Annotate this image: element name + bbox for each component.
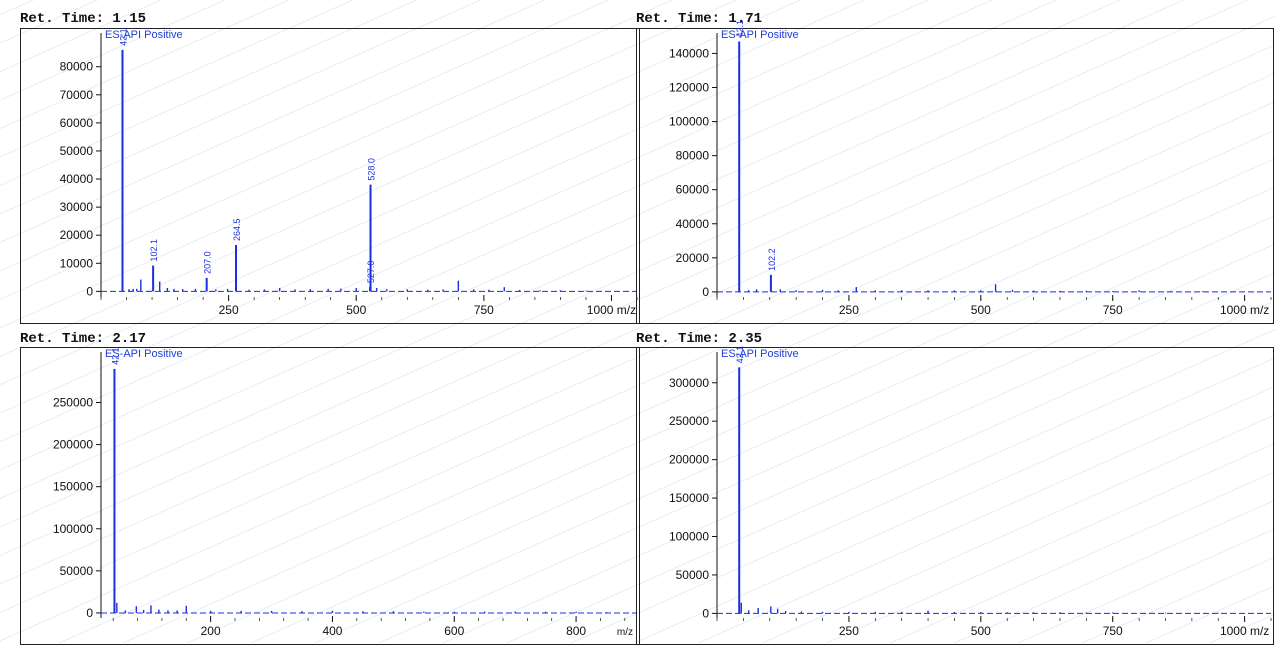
y-tick-label: 80000 bbox=[676, 149, 710, 163]
x-tick-label: 600 bbox=[444, 624, 464, 638]
y-tick-label: 10000 bbox=[60, 256, 94, 270]
y-tick-label: 50000 bbox=[676, 568, 710, 582]
retention-time-label: Ret. Time: 2.35 bbox=[636, 331, 763, 347]
x-tick-label: 500 bbox=[971, 303, 991, 317]
y-tick-label: 20000 bbox=[60, 228, 94, 242]
peak-label: 42.1 bbox=[735, 20, 745, 38]
plot-frame: ES-API Positive 0 20000 40000 60000 80000 100… bbox=[636, 20, 1274, 324]
y-tick-label: 40000 bbox=[60, 172, 94, 186]
peak-label: 42.1 bbox=[118, 28, 128, 46]
plot-frame: ES-API Positive 0 50000 100000 150000 200000… bbox=[636, 346, 1274, 645]
retention-time-label: Ret. Time: 1.71 bbox=[636, 11, 763, 27]
ion-mode-label: ES-API Positive bbox=[721, 29, 799, 41]
y-tick-label: 50000 bbox=[60, 564, 94, 578]
x-tick-label: 400 bbox=[322, 624, 342, 638]
y-tick-label: 70000 bbox=[60, 88, 94, 102]
peak-label: 42.1 bbox=[735, 346, 745, 364]
x-tick-label: 750 bbox=[474, 303, 494, 317]
y-tick-label: 30000 bbox=[60, 200, 94, 214]
retention-time-label: Ret. Time: 2.17 bbox=[20, 331, 147, 347]
y-tick-label: 20000 bbox=[676, 251, 710, 265]
y-tick-label: 250000 bbox=[669, 414, 709, 428]
plot-frame: ES-API Positive 0 10000 20000 30000 40000 500… bbox=[20, 28, 640, 324]
mass-spectrum-plot: 0 10000 20000 30000 40000 50000 60000 70000 8000… bbox=[60, 28, 638, 317]
y-tick-label: 120000 bbox=[669, 81, 709, 95]
y-tick-label: 140000 bbox=[669, 46, 709, 60]
y-tick-label: 200000 bbox=[53, 438, 93, 452]
x-tick-label: 250 bbox=[219, 303, 239, 317]
y-tick-label: 300000 bbox=[669, 376, 709, 390]
mass-spectrum-plot: 0 50000 100000 150000 200000 250000 200 400 600 8… bbox=[53, 347, 637, 638]
peak-label: 207.0 bbox=[203, 251, 213, 274]
y-tick-label: 40000 bbox=[676, 217, 710, 231]
x-tick-label: 800 bbox=[566, 624, 586, 638]
ion-mode-label: ES-API Positive bbox=[105, 29, 183, 41]
y-tick-label: 60000 bbox=[60, 116, 94, 130]
x-tick-label: 250 bbox=[839, 303, 859, 317]
ion-mode-label: ES-API Positive bbox=[721, 348, 799, 360]
x-tick-label: 1000 m/z bbox=[1220, 303, 1269, 317]
x-tick-label: 500 bbox=[971, 624, 991, 638]
y-tick-label: 0 bbox=[86, 284, 93, 298]
y-tick-label: 60000 bbox=[676, 183, 710, 197]
peak-label: 102.1 bbox=[149, 239, 159, 262]
x-tick-label: 750 bbox=[1103, 303, 1123, 317]
x-tick-label: 1000 m/z bbox=[587, 303, 636, 317]
y-tick-label: 100000 bbox=[669, 115, 709, 129]
spectrum-panel-2: Ret. Time: 1.71 ES-API Positive 0 20000 40… bbox=[636, 0, 1274, 324]
spectrum-panel-3: Ret. Time: 2.17 ES-API Positive 0 50000 10… bbox=[0, 322, 640, 645]
y-tick-label: 80000 bbox=[60, 60, 94, 74]
y-tick-label: 150000 bbox=[53, 480, 93, 494]
mass-spectrum-plot: 0 20000 40000 60000 80000 100000 120000 140000 2… bbox=[669, 20, 1272, 317]
y-tick-label: 150000 bbox=[669, 491, 709, 505]
y-tick-label: 0 bbox=[702, 285, 709, 299]
y-tick-label: 100000 bbox=[53, 522, 93, 536]
retention-time-label: Ret. Time: 1.15 bbox=[20, 11, 147, 27]
y-tick-label: 250000 bbox=[53, 396, 93, 410]
x-tick-label: 250 bbox=[839, 624, 859, 638]
y-tick-label: 50000 bbox=[60, 144, 94, 158]
peak-label: 102.2 bbox=[767, 248, 777, 271]
x-tick-label: 200 bbox=[201, 624, 221, 638]
ion-mode-label: ES-API Positive bbox=[105, 348, 183, 360]
y-tick-label: 0 bbox=[702, 606, 709, 620]
spectrum-panel-1: Ret. Time: 1.15 ES-API Positive 0 10000 20… bbox=[0, 0, 640, 324]
spectrum-panel-4: Ret. Time: 2.35 ES-API Positive 0 50000 10… bbox=[636, 322, 1274, 645]
peak-label: 264.5 bbox=[232, 219, 242, 242]
y-tick-label: 0 bbox=[86, 606, 93, 620]
x-unit-label: m/z bbox=[617, 627, 633, 638]
y-tick-label: 100000 bbox=[669, 530, 709, 544]
x-tick-label: 1000 m/z bbox=[1220, 624, 1269, 638]
peak-label: 528.0 bbox=[367, 158, 377, 181]
mass-spectrum-plot: 0 50000 100000 150000 200000 250000 300000 250 5… bbox=[669, 346, 1272, 638]
y-tick-label: 200000 bbox=[669, 453, 709, 467]
x-tick-label: 750 bbox=[1103, 624, 1123, 638]
x-tick-label: 500 bbox=[346, 303, 366, 317]
plot-frame: ES-API Positive 0 50000 100000 150000 200000… bbox=[20, 347, 640, 645]
peak-label: 42.1 bbox=[110, 347, 120, 365]
